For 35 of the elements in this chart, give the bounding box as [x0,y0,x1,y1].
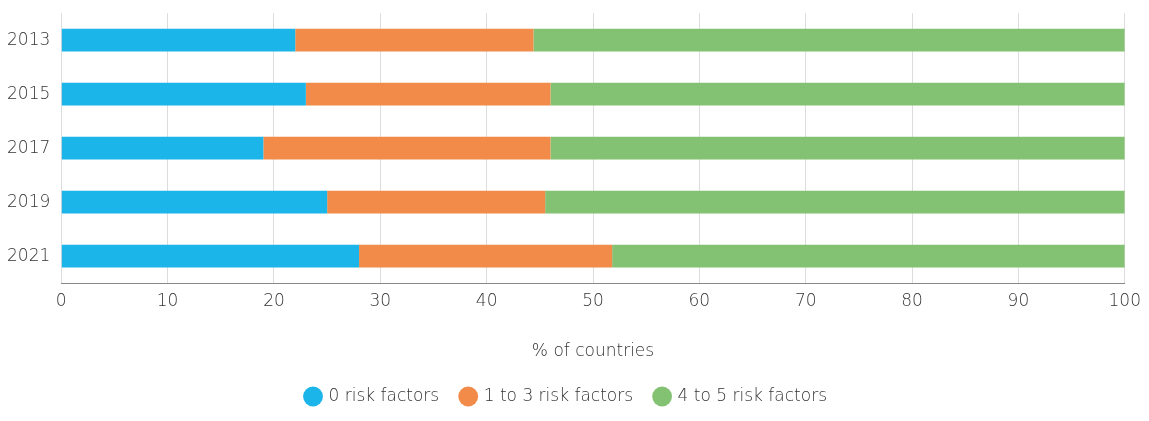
bar [61,244,360,268]
x-tick-label: 50 [582,289,604,310]
bar [359,244,613,268]
legend-label: 4 to 5 risk factors [677,384,827,405]
x-tick-label: 80 [901,289,923,310]
bar [550,136,1125,160]
y-tick-label: 2019 [7,190,51,211]
bar [550,82,1125,106]
bar [263,136,551,160]
x-tick-label: 90 [1007,289,1030,310]
x-tick-label: 70 [794,289,817,310]
bar [61,28,296,52]
bar [327,190,546,214]
bar [295,28,534,52]
x-tick-label: 30 [369,289,392,310]
bar [61,82,306,106]
bar [612,244,1125,268]
x-tick-label: 10 [156,289,179,310]
y-tick-label: 2017 [7,136,51,157]
bar [545,190,1125,214]
x-tick-label: 20 [263,289,285,310]
x-tick-label: 40 [475,289,498,310]
x-tick-label: 0 [55,289,67,310]
bar [61,190,328,214]
y-tick-label: 2015 [7,82,51,103]
y-tick-label: 2013 [7,28,51,49]
bar [305,82,551,106]
x-axis-title: % of countries [531,340,655,361]
bar [533,28,1125,52]
legend-label: 0 risk factors [328,384,440,405]
legend-label: 1 to 3 risk factors [483,384,634,405]
bar [61,136,264,160]
x-tick-label: 60 [688,289,711,310]
x-tick-label: 100 [1108,289,1141,310]
y-tick-label: 2021 [7,244,51,265]
